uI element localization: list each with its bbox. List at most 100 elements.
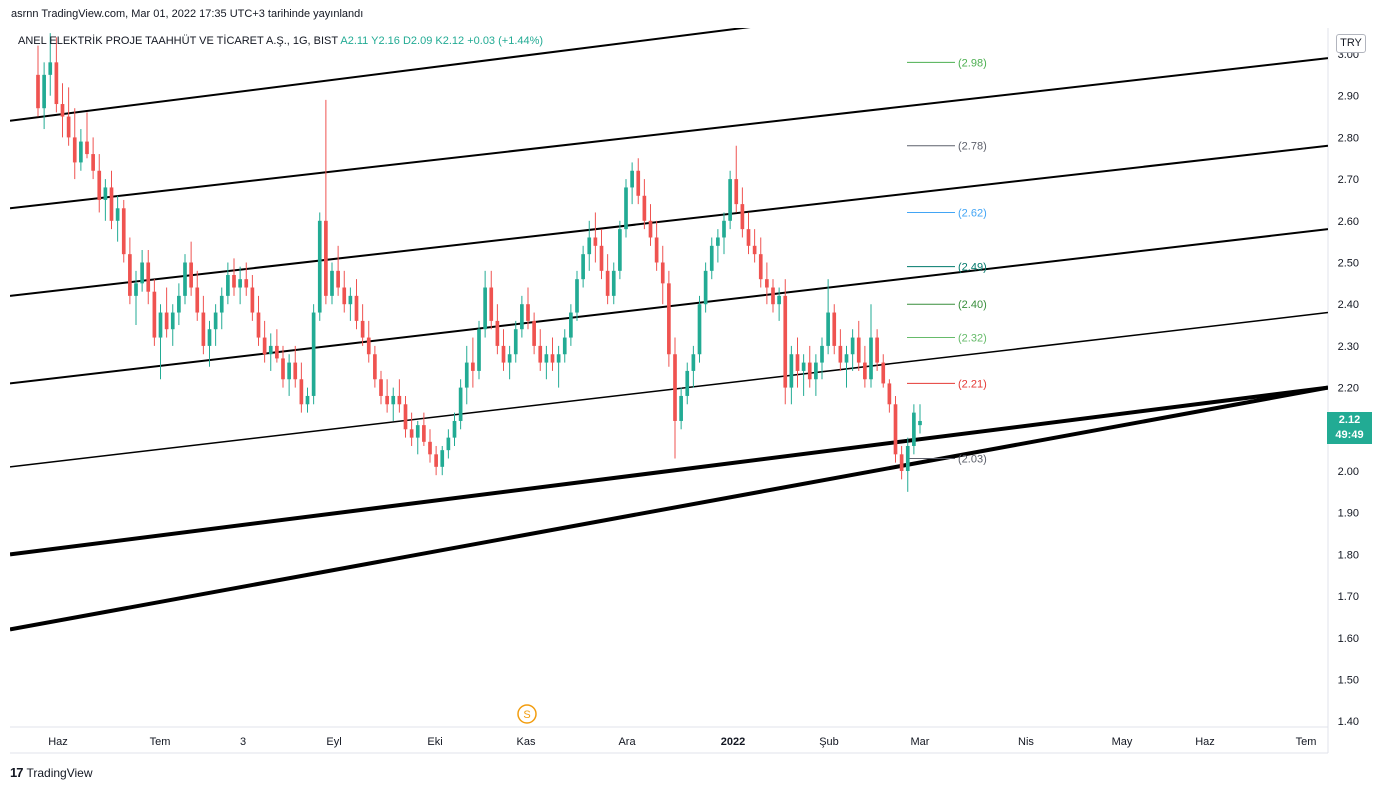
candle-body xyxy=(336,270,340,288)
channel-line xyxy=(10,28,751,122)
candle-body xyxy=(232,275,236,288)
y-tick-label: 1.40 xyxy=(1338,716,1359,728)
candle-body xyxy=(740,204,745,230)
candle-body xyxy=(464,362,469,388)
legend-high: Y2.16 xyxy=(371,35,400,47)
candle-body xyxy=(918,420,922,426)
candle-body xyxy=(863,362,867,380)
candle-body xyxy=(360,320,365,338)
candle-body xyxy=(428,441,432,455)
candle-body xyxy=(611,270,616,296)
candle-body xyxy=(115,208,120,221)
candle-body xyxy=(85,141,89,155)
candle-body xyxy=(226,275,230,296)
candle-body xyxy=(789,354,794,388)
x-axis: Haz Tem 3 Eyl Eki Kas Ara 2022 Şub Mar Nis May Haz Te… xyxy=(48,736,1316,748)
candle-body xyxy=(293,362,298,380)
candle-body xyxy=(489,287,494,321)
candle-body xyxy=(342,287,347,305)
candle-body xyxy=(103,187,108,200)
currency-badge[interactable]: TRY xyxy=(1336,34,1366,53)
candle-body xyxy=(483,287,487,330)
footer-brand[interactable]: 17 TradingView xyxy=(10,765,93,780)
price-level-label: (2.62) xyxy=(958,207,987,219)
candle-body xyxy=(268,345,273,355)
candle-body xyxy=(54,62,59,105)
candle-body xyxy=(832,312,837,346)
candle-body xyxy=(648,220,653,238)
candle-body xyxy=(452,420,457,438)
y-tick-label: 2.30 xyxy=(1338,341,1359,353)
candle-body xyxy=(189,262,193,288)
candle-body xyxy=(679,395,683,421)
candle-body xyxy=(807,362,812,380)
candle-body xyxy=(281,358,285,380)
candle-body xyxy=(520,304,524,330)
candle-body xyxy=(195,287,200,313)
x-tick-label: 3 xyxy=(240,736,246,748)
candle-body xyxy=(385,395,389,405)
y-tick-label: 1.70 xyxy=(1338,591,1359,603)
candle-body xyxy=(183,262,187,296)
candle-body xyxy=(109,187,114,221)
candle-body xyxy=(79,141,83,163)
last-price-label: 2.12 49:49 xyxy=(1327,412,1372,444)
price-level-label: (2.40) xyxy=(958,299,987,311)
candle-body xyxy=(703,270,708,305)
x-tick-label: Eyl xyxy=(326,736,341,748)
y-tick-label: 2.50 xyxy=(1338,258,1359,270)
candle-body xyxy=(440,450,445,467)
candle-body xyxy=(887,383,892,405)
y-tick-label: 2.20 xyxy=(1338,383,1359,395)
candle-body xyxy=(458,387,463,421)
candle-body xyxy=(844,354,849,363)
publish-line: asrnn TradingView.com, Mar 01, 2022 17:3… xyxy=(11,8,364,20)
candle-body xyxy=(899,454,904,471)
candle-body xyxy=(219,295,224,313)
y-tick-label: 2.70 xyxy=(1338,174,1359,186)
candle-body xyxy=(287,362,291,380)
candle-body xyxy=(593,237,598,246)
x-tick-label: Eki xyxy=(427,736,442,748)
candle-body xyxy=(140,262,144,284)
candle-body xyxy=(170,312,175,330)
candle-body xyxy=(581,254,585,280)
candle-body xyxy=(814,362,818,380)
symbol-legend[interactable]: ANEL ELEKTRİK PROJE TAAHHÜT VE TİCARET A… xyxy=(18,35,543,47)
candle-body xyxy=(513,329,518,355)
price-level-label: (2.03) xyxy=(958,453,987,465)
legend-low: D2.09 xyxy=(402,35,433,47)
candle-body xyxy=(875,337,879,363)
y-tick-label: 2.60 xyxy=(1338,216,1359,228)
candle-body xyxy=(317,220,322,313)
candle-body xyxy=(869,337,873,380)
channel-line xyxy=(10,311,1328,468)
candle-body xyxy=(48,62,53,75)
candle-body xyxy=(722,220,726,238)
candle-body xyxy=(324,220,328,296)
candle-body xyxy=(244,279,249,288)
candle-body xyxy=(734,179,739,205)
price-level-label: (2.98) xyxy=(958,57,987,69)
candle-body xyxy=(299,379,304,405)
candle-body xyxy=(838,345,843,363)
candle-body xyxy=(275,345,279,359)
price-level-label: (2.32) xyxy=(958,333,987,345)
candle-body xyxy=(771,287,775,305)
price-level-label: (2.49) xyxy=(958,262,987,274)
last-price-value: 2.12 xyxy=(1338,414,1361,426)
candle-body xyxy=(354,295,359,321)
candle-body xyxy=(152,291,157,338)
candle-body xyxy=(636,170,641,196)
y-axis: 3.002.902.802.702.602.502.402.302.202.10… xyxy=(1338,49,1359,728)
candle-body xyxy=(66,116,71,138)
candle-body xyxy=(850,337,855,355)
candle-body xyxy=(158,312,163,338)
price-levels: (2.98) (2.78) (2.62) (2.49) (2.40) (2.32) (2.2… xyxy=(907,57,987,465)
candle-body xyxy=(477,329,481,371)
channel-line xyxy=(10,57,1328,210)
candle-body xyxy=(305,395,310,405)
candle-body xyxy=(673,354,677,421)
candle-body xyxy=(250,287,255,313)
